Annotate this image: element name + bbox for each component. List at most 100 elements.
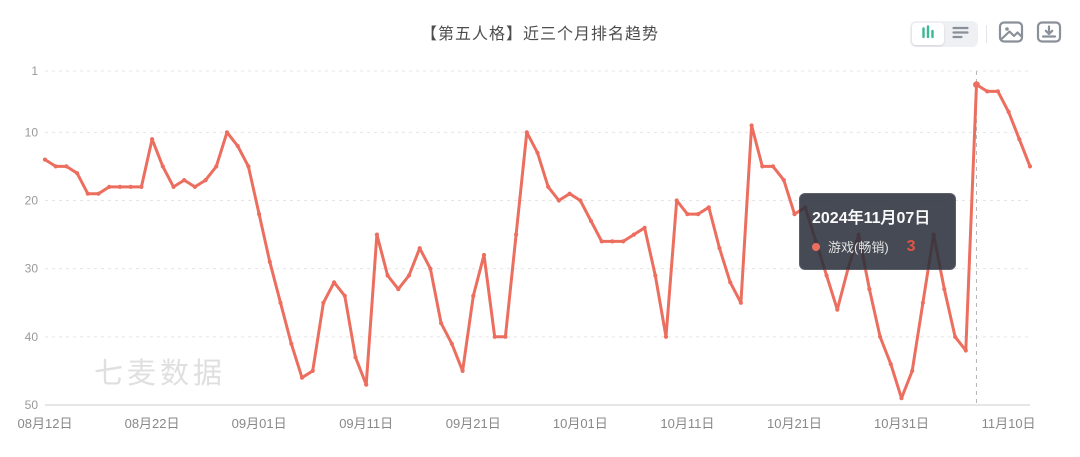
data-point[interactable] <box>117 184 122 189</box>
data-point[interactable] <box>53 164 58 169</box>
data-point[interactable] <box>396 287 401 292</box>
data-point[interactable] <box>503 334 508 339</box>
data-point[interactable] <box>42 157 48 162</box>
data-point[interactable] <box>867 287 872 292</box>
data-point[interactable] <box>995 89 1001 94</box>
data-point[interactable] <box>738 300 744 305</box>
data-point[interactable] <box>75 171 80 176</box>
data-point[interactable] <box>192 184 197 189</box>
data-point[interactable] <box>685 212 690 217</box>
data-point[interactable] <box>449 341 454 346</box>
data-point[interactable] <box>1006 109 1011 114</box>
data-point[interactable] <box>535 150 540 155</box>
data-point[interactable] <box>481 252 487 258</box>
y-axis-tick-label: 20 <box>25 194 39 208</box>
data-point[interactable] <box>953 334 958 339</box>
data-point[interactable] <box>374 232 379 237</box>
data-point[interactable] <box>342 293 347 298</box>
data-point[interactable] <box>610 239 615 244</box>
data-point[interactable] <box>792 212 797 217</box>
x-axis-tick-label: 10月01日 <box>553 416 608 431</box>
data-point[interactable] <box>888 362 893 367</box>
data-point[interactable] <box>1027 164 1033 169</box>
image-icon <box>997 18 1025 51</box>
active-data-point[interactable] <box>973 81 980 89</box>
data-point[interactable] <box>235 143 240 149</box>
data-point[interactable] <box>642 225 647 230</box>
data-point[interactable] <box>985 89 990 94</box>
data-point[interactable] <box>963 348 968 353</box>
data-point[interactable] <box>899 396 904 401</box>
data-point[interactable] <box>824 273 829 278</box>
data-point[interactable] <box>85 191 90 196</box>
data-point[interactable] <box>524 130 529 135</box>
data-point[interactable] <box>567 191 572 196</box>
data-point[interactable] <box>578 198 583 203</box>
chart-type-toggle <box>910 21 978 47</box>
data-point[interactable] <box>492 334 497 339</box>
data-point[interactable] <box>910 368 915 373</box>
data-point[interactable] <box>385 273 390 278</box>
bar-chart-icon <box>920 24 936 45</box>
data-point[interactable] <box>96 191 101 196</box>
data-point[interactable] <box>364 382 369 387</box>
data-point[interactable] <box>321 300 326 305</box>
data-point[interactable] <box>556 198 562 203</box>
data-point[interactable] <box>460 368 465 373</box>
data-point[interactable] <box>674 198 679 203</box>
data-point[interactable] <box>160 164 165 169</box>
data-point[interactable] <box>717 246 722 251</box>
data-point[interactable] <box>728 280 733 285</box>
data-point[interactable] <box>203 178 208 183</box>
data-point[interactable] <box>128 184 133 189</box>
download-button[interactable] <box>1034 19 1064 49</box>
data-point[interactable] <box>428 266 433 271</box>
toggle-chart-view-button[interactable] <box>912 23 944 45</box>
data-point[interactable] <box>278 300 283 305</box>
data-point[interactable] <box>171 184 176 189</box>
data-point[interactable] <box>835 307 840 312</box>
x-axis-tick-label: 10月31日 <box>874 416 929 431</box>
data-point[interactable] <box>224 130 230 135</box>
data-point[interactable] <box>621 239 626 244</box>
data-point[interactable] <box>417 246 422 251</box>
save-as-image-button[interactable] <box>996 19 1026 49</box>
data-point[interactable] <box>1017 137 1022 142</box>
download-icon <box>1035 18 1063 51</box>
data-point[interactable] <box>246 164 251 169</box>
data-point[interactable] <box>781 178 786 183</box>
data-point[interactable] <box>471 293 476 298</box>
data-point[interactable] <box>920 300 926 305</box>
data-point[interactable] <box>139 184 144 189</box>
data-point[interactable] <box>749 123 754 128</box>
toolbar-divider <box>986 25 987 43</box>
data-point[interactable] <box>514 232 519 237</box>
data-point[interactable] <box>599 239 604 244</box>
data-point[interactable] <box>546 184 551 189</box>
data-point[interactable] <box>150 137 155 142</box>
data-point[interactable] <box>310 368 315 373</box>
data-point[interactable] <box>706 205 711 210</box>
data-point[interactable] <box>332 280 337 285</box>
data-point[interactable] <box>631 232 637 237</box>
data-point[interactable] <box>878 334 883 339</box>
data-point[interactable] <box>942 287 947 292</box>
data-point[interactable] <box>653 273 658 278</box>
data-point[interactable] <box>770 164 776 169</box>
data-point[interactable] <box>406 273 412 278</box>
data-point[interactable] <box>760 164 765 169</box>
data-point[interactable] <box>107 184 112 189</box>
data-point[interactable] <box>214 164 219 169</box>
data-point[interactable] <box>64 164 69 169</box>
data-point[interactable] <box>289 341 294 346</box>
data-point[interactable] <box>696 212 701 217</box>
data-point[interactable] <box>182 178 187 183</box>
data-point[interactable] <box>663 334 669 339</box>
data-point[interactable] <box>439 321 444 326</box>
toggle-list-view-button[interactable] <box>944 23 976 45</box>
data-point[interactable] <box>299 375 305 380</box>
data-point[interactable] <box>588 218 594 224</box>
data-point[interactable] <box>267 259 272 264</box>
data-point[interactable] <box>353 355 358 360</box>
data-point[interactable] <box>257 212 262 217</box>
